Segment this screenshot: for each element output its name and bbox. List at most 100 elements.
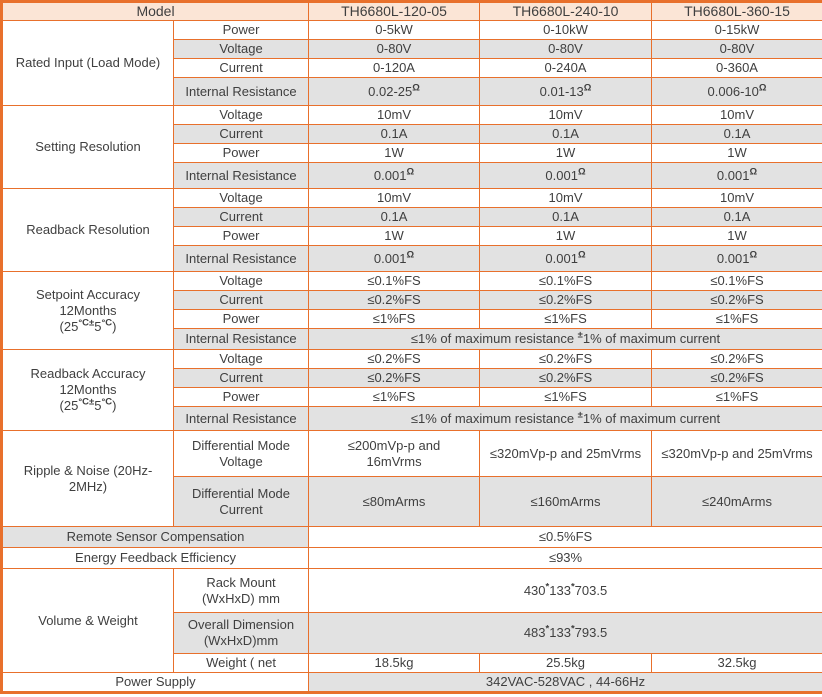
- value-cell: 0.006-10Ω: [651, 77, 822, 107]
- param-label-cell: Current: [172, 290, 310, 311]
- param-label-cell: Voltage: [172, 188, 310, 209]
- param-label-cell: Internal Resistance: [172, 162, 310, 190]
- param-label-cell: Power: [172, 309, 310, 330]
- section-label-cell: Readback Resolution: [1, 188, 174, 273]
- table-row: Current ≤0.2%FS ≤0.2%FS ≤0.2%FS: [2, 368, 822, 389]
- value-cell: 10mV: [479, 105, 653, 126]
- value-cell: ≤240mArms: [651, 476, 822, 528]
- value-cell: 18.5kg: [308, 653, 481, 674]
- param-label-cell: Internal Resistance: [172, 77, 310, 107]
- value-cell: 25.5kg: [479, 653, 653, 674]
- span-value-cell: 430*133*703.5: [308, 568, 822, 614]
- table-row: Internal Resistance 0.02-25Ω 0.01-13Ω 0.…: [2, 77, 822, 107]
- table-row: Readback Resolution Voltage 10mV 10mV 10…: [1, 188, 822, 273]
- table-header-row: Model TH6680L-120-05 TH6680L-240-10 TH66…: [0, 0, 822, 22]
- value-cell: ≤0.1%FS: [479, 271, 653, 292]
- table-row: Power ≤1%FS ≤1%FS ≤1%FS: [2, 309, 822, 330]
- span-value-cell: ≤1% of maximum resistance ±1% of maximum…: [308, 406, 822, 432]
- param-label-cell: Power: [172, 387, 310, 408]
- value-cell: 0.1A: [479, 207, 653, 228]
- value-cell: ≤0.2%FS: [479, 290, 653, 311]
- table-row: Internal Resistance 0.001Ω 0.001Ω 0.001Ω: [2, 162, 822, 190]
- value-cell: 0.001Ω: [308, 162, 481, 190]
- value-cell: 0.001Ω: [479, 245, 653, 273]
- value-cell: 1W: [651, 143, 822, 164]
- value-cell: 0-5kW: [308, 20, 481, 41]
- model-header-cell: Model: [0, 0, 310, 22]
- value-cell: ≤1%FS: [479, 387, 653, 408]
- param-label-cell: Weight ( net: [172, 653, 310, 674]
- param-label-cell: Voltage: [172, 271, 310, 292]
- value-cell: ≤1%FS: [651, 309, 822, 330]
- table-row: Power 1W 1W 1W: [2, 226, 822, 247]
- param-label-cell: Internal Resistance: [172, 328, 310, 351]
- value-cell: 0.001Ω: [651, 162, 822, 190]
- value-cell: 0-10kW: [479, 20, 653, 41]
- value-cell: ≤1%FS: [479, 309, 653, 330]
- param-label-cell: Power: [172, 20, 310, 41]
- section-label-cell: Ripple & Noise (20Hz- 2MHz): [1, 430, 174, 528]
- value-cell: 0.1A: [651, 124, 822, 145]
- param-label-cell: Power: [172, 226, 310, 247]
- span-value-cell: ≤93%: [308, 547, 822, 570]
- value-cell: ≤0.2%FS: [308, 349, 481, 370]
- value-cell: 1W: [479, 226, 653, 247]
- value-cell: ≤0.2%FS: [651, 368, 822, 389]
- value-cell: ≤1%FS: [308, 309, 481, 330]
- section-label-cell: Power Supply: [0, 672, 310, 694]
- table-row: Internal Resistance ≤1% of maximum resis…: [2, 406, 822, 432]
- value-cell: 1W: [308, 143, 481, 164]
- value-cell: 0.02-25Ω: [308, 77, 481, 107]
- table-row: Ripple & Noise (20Hz- 2MHz) Differential…: [1, 430, 822, 528]
- value-cell: ≤0.2%FS: [651, 290, 822, 311]
- value-cell: ≤200mVp-p and 16mVrms: [308, 430, 481, 478]
- table-row: Power Supply 342VAC-528VAC , 44-66Hz: [0, 672, 822, 694]
- param-label-cell: Current: [172, 368, 310, 389]
- value-cell: 0-120A: [308, 58, 481, 79]
- value-cell: 0.001Ω: [651, 245, 822, 273]
- value-cell: 1W: [479, 143, 653, 164]
- value-cell: ≤320mVp-p and 25mVrms: [479, 430, 653, 478]
- value-cell: ≤1%FS: [308, 387, 481, 408]
- param-label-cell: Differential Mode Current: [172, 476, 310, 528]
- value-cell: 1W: [651, 226, 822, 247]
- param-label-cell: Differential Mode Voltage: [172, 430, 310, 478]
- table-row: Remote Sensor Compensation ≤0.5%FS: [0, 526, 822, 549]
- param-label-cell: Current: [172, 58, 310, 79]
- value-cell: ≤0.2%FS: [308, 368, 481, 389]
- table-row: Energy Feedback Efficiency ≤93%: [0, 547, 822, 570]
- value-cell: 0-80V: [308, 39, 481, 60]
- value-cell: ≤1%FS: [651, 387, 822, 408]
- table-row: Overall Dimension (WxHxD)mm 483*133*793.…: [2, 612, 822, 655]
- span-value-cell: ≤1% of maximum resistance ±1% of maximum…: [308, 328, 822, 351]
- table-row: Current 0.1A 0.1A 0.1A: [2, 124, 822, 145]
- value-cell: 10mV: [308, 105, 481, 126]
- section-label-cell: Setting Resolution: [1, 105, 174, 190]
- table-row: Weight ( net 18.5kg 25.5kg 32.5kg: [2, 653, 822, 674]
- value-cell: 10mV: [479, 188, 653, 209]
- param-label-cell: Voltage: [172, 105, 310, 126]
- table-row: Current 0.1A 0.1A 0.1A: [2, 207, 822, 228]
- table-row: Volume & Weight Rack Mount (WxHxD) mm 43…: [1, 568, 822, 674]
- param-label-cell: Rack Mount (WxHxD) mm: [172, 568, 310, 614]
- table-row: Voltage 0-80V 0-80V 0-80V: [2, 39, 822, 60]
- value-cell: 0.001Ω: [479, 162, 653, 190]
- table-row: Rated Input (Load Mode) Power 0-5kW 0-10…: [1, 20, 822, 107]
- table-row: Internal Resistance 0.001Ω 0.001Ω 0.001Ω: [2, 245, 822, 273]
- model-name-cell: TH6680L-240-10: [479, 0, 653, 22]
- param-label-cell: Current: [172, 207, 310, 228]
- table-row: Internal Resistance ≤1% of maximum resis…: [2, 328, 822, 351]
- value-cell: 0.1A: [308, 207, 481, 228]
- value-cell: 10mV: [308, 188, 481, 209]
- value-cell: ≤80mArms: [308, 476, 481, 528]
- value-cell: 0-360A: [651, 58, 822, 79]
- table-row: Setpoint Accuracy 12Months (25°C±5°C) Vo…: [1, 271, 822, 351]
- table-row: Power 1W 1W 1W: [2, 143, 822, 164]
- param-label-cell: Internal Resistance: [172, 406, 310, 432]
- value-cell: 0.001Ω: [308, 245, 481, 273]
- value-cell: 1W: [308, 226, 481, 247]
- param-label-cell: Voltage: [172, 39, 310, 60]
- span-value-cell: 483*133*793.5: [308, 612, 822, 655]
- value-cell: ≤320mVp-p and 25mVrms: [651, 430, 822, 478]
